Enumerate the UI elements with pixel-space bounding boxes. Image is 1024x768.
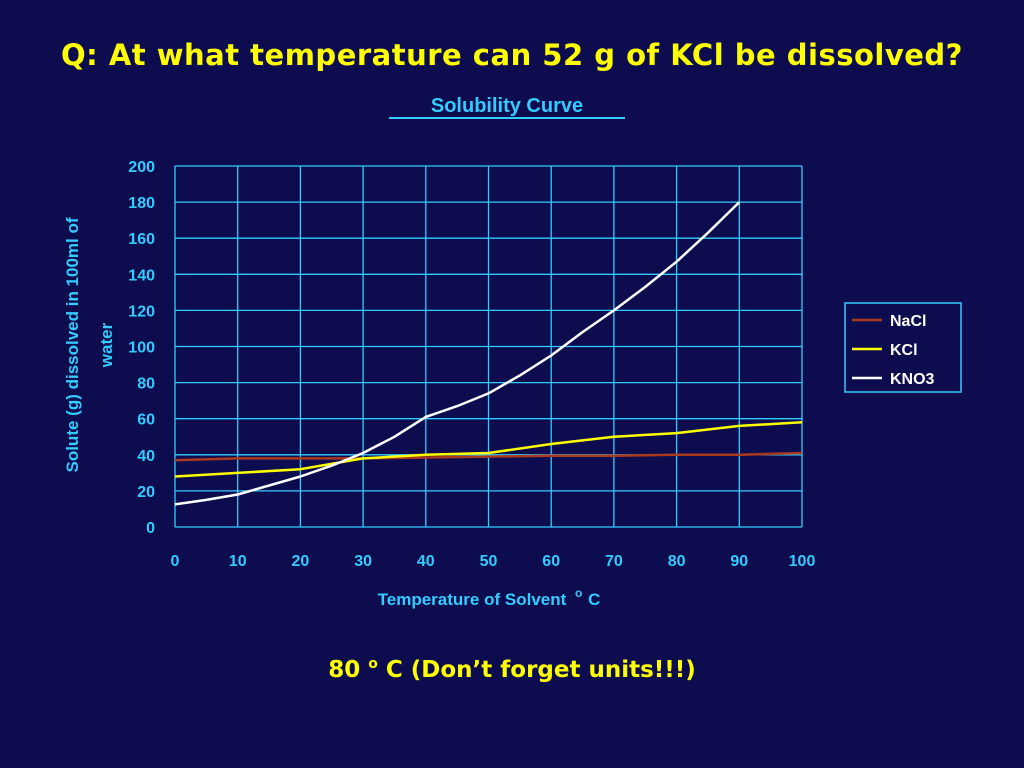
x-tick-label: 50 [480,553,498,570]
x-axis-label: Temperature of Solvent o C [378,582,601,609]
x-tick-label: 10 [229,553,247,570]
legend-label-kno3: KNO3 [890,371,935,388]
y-tick-label: 180 [128,195,155,212]
x-tick-label: 70 [605,553,623,570]
x-tick-label: 90 [730,553,748,570]
x-axis-unit: C [588,590,600,609]
legend-label-kcl: KCl [890,342,918,359]
y-tick-label: 0 [146,520,155,537]
chart-title: Solubility Curve [431,95,583,117]
y-tick-label: 120 [128,303,155,320]
answer-prefix: 80 [328,657,369,683]
grid-layer [174,165,803,528]
y-tick-label: 40 [137,448,155,465]
legend-items: NaCl KCl KNO3 [852,313,935,388]
legend-label-nacl: NaCl [890,313,926,330]
y-tick-label: 60 [137,412,155,429]
series-line-kno3 [174,201,741,506]
x-tick-label: 100 [789,553,816,570]
y-tick-label: 140 [128,267,155,284]
series-layer [174,201,803,506]
y-tick-label: 20 [137,484,155,501]
x-tick-label: 30 [354,553,372,570]
x-axis-degree: o [575,586,582,600]
tick-labels: 0 10 20 30 40 50 60 70 80 90 100 0 20 40 60 80 100 120 140… [128,159,815,570]
y-tick-label: 160 [128,231,155,248]
x-tick-label: 60 [542,553,560,570]
x-tick-label: 20 [292,553,310,570]
y-tick-label: 80 [137,376,155,393]
y-axis-label-line1: Solute (g) dissolved in 100ml of [63,217,82,472]
answer-degree: o [368,656,378,672]
series-line-kcl [174,421,803,478]
x-axis-label-text: Temperature of Solvent [378,590,567,609]
y-tick-label: 200 [128,159,155,176]
y-tick-label: 100 [128,340,155,357]
answer-text: 80 o C (Don’t forget units!!!) [0,656,1024,683]
question-text: Q: At what temperature can 52 g of KCl b… [60,38,964,72]
answer-suffix: C (Don’t forget units!!!) [377,657,696,683]
x-tick-label: 80 [668,553,686,570]
y-axis-label: Solute (g) dissolved in 100ml of water [63,217,116,472]
x-tick-label: 0 [171,553,180,570]
series-line-nacl [174,451,803,462]
x-tick-label: 40 [417,553,435,570]
legend: NaCl KCl KNO3 [844,302,962,393]
y-axis-label-line2: water [97,322,116,368]
